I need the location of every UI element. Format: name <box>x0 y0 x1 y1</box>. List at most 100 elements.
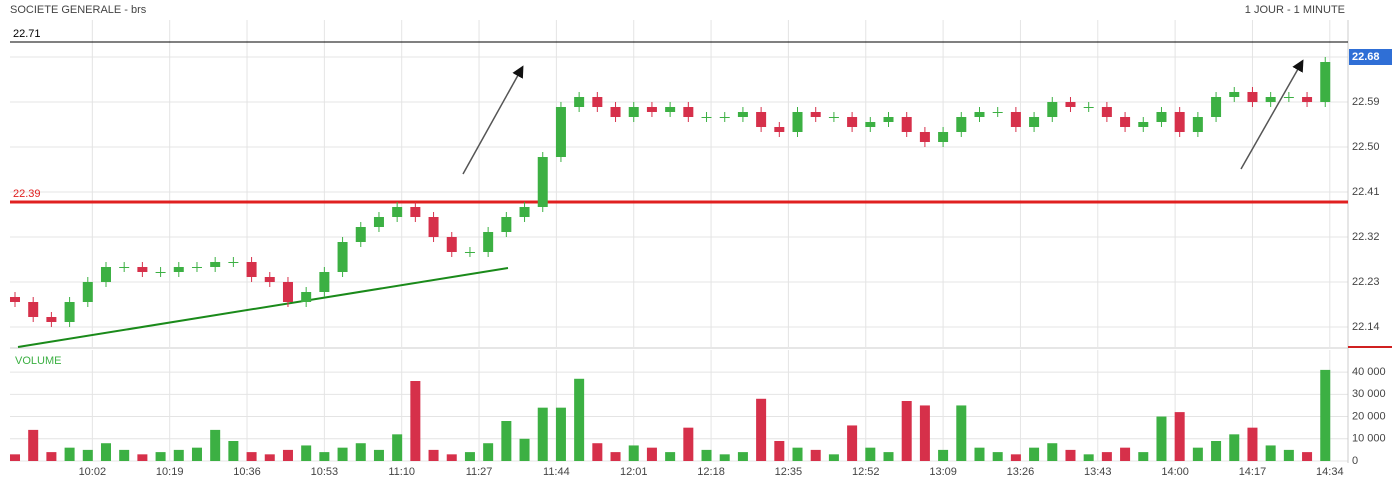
volume-bar <box>683 427 694 461</box>
volume-bar <box>919 405 930 461</box>
volume-bar <box>1265 445 1276 461</box>
volume-tick-label: 10 000 <box>1352 433 1386 445</box>
x-tick-label: 14:34 <box>1316 466 1344 478</box>
volume-bar <box>828 454 839 461</box>
volume-bar <box>155 452 166 461</box>
volume-bar <box>1192 447 1203 461</box>
candle-body <box>264 277 275 282</box>
y-tick-label: 22.23 <box>1352 276 1380 288</box>
candle-body <box>64 302 75 322</box>
volume-bar <box>665 452 676 461</box>
volume-bar <box>1211 441 1222 461</box>
candle-body <box>100 267 111 282</box>
volume-tick-label: 30 000 <box>1352 388 1386 400</box>
volume-bar <box>392 434 403 461</box>
candle-body <box>1265 97 1276 102</box>
volume-bar <box>610 452 621 461</box>
candle-body <box>537 157 548 207</box>
candle-body <box>119 267 130 268</box>
volume-bar <box>373 449 384 461</box>
candle-body <box>592 97 603 107</box>
candle-body <box>646 107 657 112</box>
candle-body <box>282 282 293 302</box>
chart-title: SOCIETE GENERALE - brs <box>10 4 147 16</box>
volume-bar <box>428 449 439 461</box>
volume-bar <box>1174 412 1185 461</box>
candle-body <box>392 207 403 217</box>
volume-bar <box>646 447 657 461</box>
candle-body <box>137 267 148 272</box>
candle-body <box>574 97 585 107</box>
volume-bar <box>173 449 184 461</box>
volume-bar <box>246 452 257 461</box>
candle-body <box>337 242 348 272</box>
candle-body <box>865 122 876 127</box>
volume-bar <box>956 405 967 461</box>
candle-body <box>1229 92 1240 97</box>
volume-tick-label: 20 000 <box>1352 410 1386 422</box>
candle-body <box>355 227 366 242</box>
volume-bar <box>301 445 312 461</box>
y-tick-label: 22.50 <box>1352 141 1380 153</box>
candle-body <box>464 252 475 253</box>
candle-body <box>774 127 785 132</box>
x-tick-label: 13:43 <box>1084 466 1112 478</box>
candle-body <box>1101 107 1112 117</box>
candle-body <box>1065 102 1076 107</box>
volume-bar <box>883 452 894 461</box>
candle-body <box>628 107 639 117</box>
candle-body <box>756 112 767 127</box>
candle-body <box>373 217 384 227</box>
volume-bar <box>792 447 803 461</box>
x-tick-label: 10:53 <box>311 466 339 478</box>
volume-bar <box>410 381 421 461</box>
arrow <box>1240 59 1304 170</box>
x-tick-label: 12:18 <box>697 466 725 478</box>
volume-bar <box>1156 416 1167 461</box>
x-tick-label: 12:01 <box>620 466 648 478</box>
candle-body <box>737 112 748 117</box>
volume-bar <box>446 454 457 461</box>
candle-body <box>1174 112 1185 132</box>
volume-bar <box>555 407 566 461</box>
candle-body <box>701 117 712 118</box>
candle-body <box>46 317 57 322</box>
y-tick-label: 22.59 <box>1352 96 1380 108</box>
x-tick-label: 10:02 <box>79 466 107 478</box>
trend-line <box>17 267 509 348</box>
volume-bar <box>938 449 949 461</box>
volume-bar <box>810 449 821 461</box>
candle-body <box>1302 97 1313 102</box>
volume-bar <box>628 445 639 461</box>
volume-bar <box>64 447 75 461</box>
x-tick-label: 11:27 <box>466 466 493 478</box>
candle-body <box>1211 97 1222 117</box>
volume-bar <box>1283 449 1294 461</box>
volume-bar <box>774 441 785 461</box>
volume-bar <box>1229 434 1240 461</box>
candle-body <box>919 132 930 142</box>
volume-bar <box>719 454 730 461</box>
volume-bar <box>1138 452 1149 461</box>
candle-body <box>428 217 439 237</box>
period-label: 1 JOUR - 1 MINUTE <box>1245 4 1345 16</box>
candle-body <box>9 297 21 302</box>
y-tick-label: 22.32 <box>1352 231 1380 243</box>
candle-body <box>82 282 93 302</box>
volume-tick-label: 40 000 <box>1352 366 1386 378</box>
candle-body <box>301 292 312 302</box>
volume-bar <box>1083 454 1094 461</box>
volume-bar <box>82 449 93 461</box>
candle-body <box>191 267 202 268</box>
volume-bar <box>992 452 1003 461</box>
volume-bar <box>737 452 748 461</box>
volume-bar <box>1247 427 1258 461</box>
candle-body <box>501 217 512 232</box>
volume-bar <box>1010 454 1021 461</box>
volume-bar <box>1120 447 1131 461</box>
volume-bar <box>1302 452 1313 461</box>
arrow <box>462 65 524 175</box>
candle-body <box>938 132 949 142</box>
candle-body <box>1247 92 1258 102</box>
